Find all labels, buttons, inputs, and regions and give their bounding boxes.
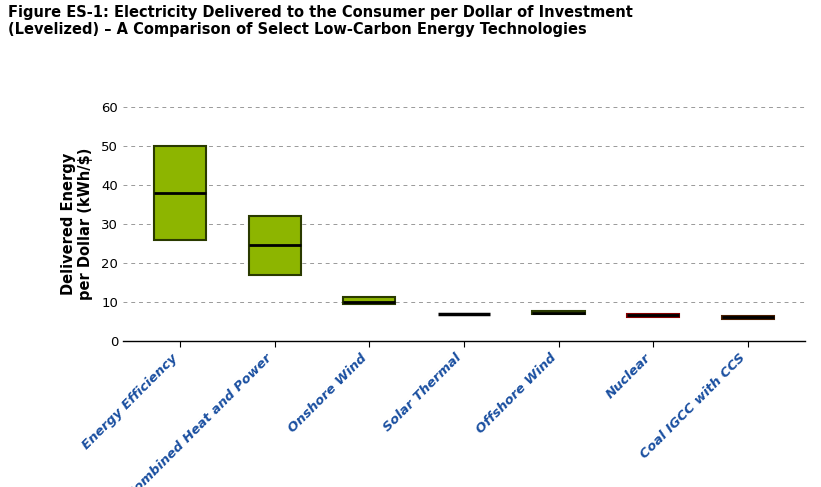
FancyBboxPatch shape [154,146,206,240]
FancyBboxPatch shape [627,314,679,317]
Text: Figure ES-1: Electricity Delivered to the Consumer per Dollar of Investment
(Lev: Figure ES-1: Electricity Delivered to th… [8,5,633,37]
FancyBboxPatch shape [533,311,585,315]
FancyBboxPatch shape [343,297,395,304]
FancyBboxPatch shape [249,216,300,275]
Y-axis label: Delivered Energy
per Dollar (kWh/$): Delivered Energy per Dollar (kWh/$) [61,148,93,300]
FancyBboxPatch shape [722,316,774,318]
